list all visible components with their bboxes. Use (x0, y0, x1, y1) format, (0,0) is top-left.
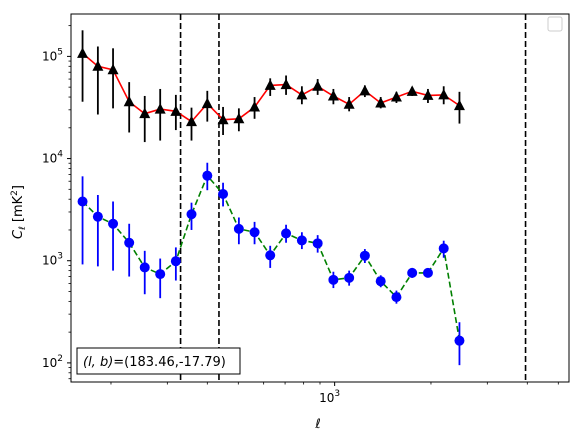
series-2 (77, 162, 465, 366)
data-point (265, 250, 276, 261)
series-1 (77, 30, 465, 143)
y-axis-label: Cℓ [mK2] (10, 185, 28, 239)
data-point (453, 99, 465, 111)
data-point (422, 267, 433, 278)
y-tick-label: 104 (42, 150, 63, 166)
data-point (92, 211, 103, 222)
y-tick-label: 105 (42, 47, 63, 63)
data-series (77, 30, 465, 366)
data-point (406, 85, 418, 96)
data-point (92, 60, 104, 71)
data-point (422, 89, 434, 100)
y-tick-label: 103 (42, 252, 63, 268)
data-point (264, 79, 276, 90)
data-point (343, 98, 355, 109)
data-point (359, 84, 371, 96)
data-point (249, 227, 260, 238)
data-point (170, 256, 181, 267)
data-point (170, 105, 182, 116)
data-point (202, 170, 213, 181)
data-point (312, 238, 323, 249)
data-point (77, 196, 88, 207)
data-point (296, 88, 308, 100)
data-point (186, 115, 198, 127)
data-point (407, 267, 418, 278)
data-point (123, 95, 135, 107)
data-point (139, 107, 151, 119)
coordinates-annotation: (l, b)=(183.46,-17.79) (76, 347, 241, 375)
legend-box (547, 16, 563, 32)
reference-lines (179, 14, 527, 382)
data-point (328, 274, 339, 285)
x-tick-label: 103 (319, 389, 340, 405)
data-point (108, 218, 119, 229)
data-point (186, 209, 197, 220)
data-point (155, 269, 166, 280)
data-point (359, 250, 370, 261)
data-point (438, 243, 449, 254)
data-point (375, 276, 386, 287)
plot-frame (70, 13, 570, 383)
data-point (107, 63, 119, 75)
data-point (233, 223, 244, 234)
data-point (154, 103, 166, 114)
data-point (201, 97, 213, 109)
data-point (454, 335, 465, 346)
data-point (249, 100, 261, 112)
data-point (218, 188, 229, 199)
data-point (233, 112, 245, 124)
data-point (139, 262, 150, 273)
data-point (344, 272, 355, 283)
data-point (77, 47, 89, 58)
data-point (312, 80, 324, 91)
data-point (296, 235, 307, 246)
data-point (391, 292, 402, 303)
data-point (327, 89, 339, 101)
data-point (281, 228, 292, 239)
data-point (375, 96, 387, 108)
y-tick-label: 102 (42, 354, 63, 370)
data-point (280, 78, 292, 90)
axes: 103 102 103 104 105 (42, 25, 559, 405)
data-point (390, 91, 402, 102)
data-point (124, 237, 135, 248)
coordinates-annotation-text: (l, b)=(183.46,-17.79) (83, 355, 226, 370)
data-point (438, 88, 450, 100)
data-point (217, 113, 229, 125)
x-axis-label: ℓ (314, 417, 320, 432)
